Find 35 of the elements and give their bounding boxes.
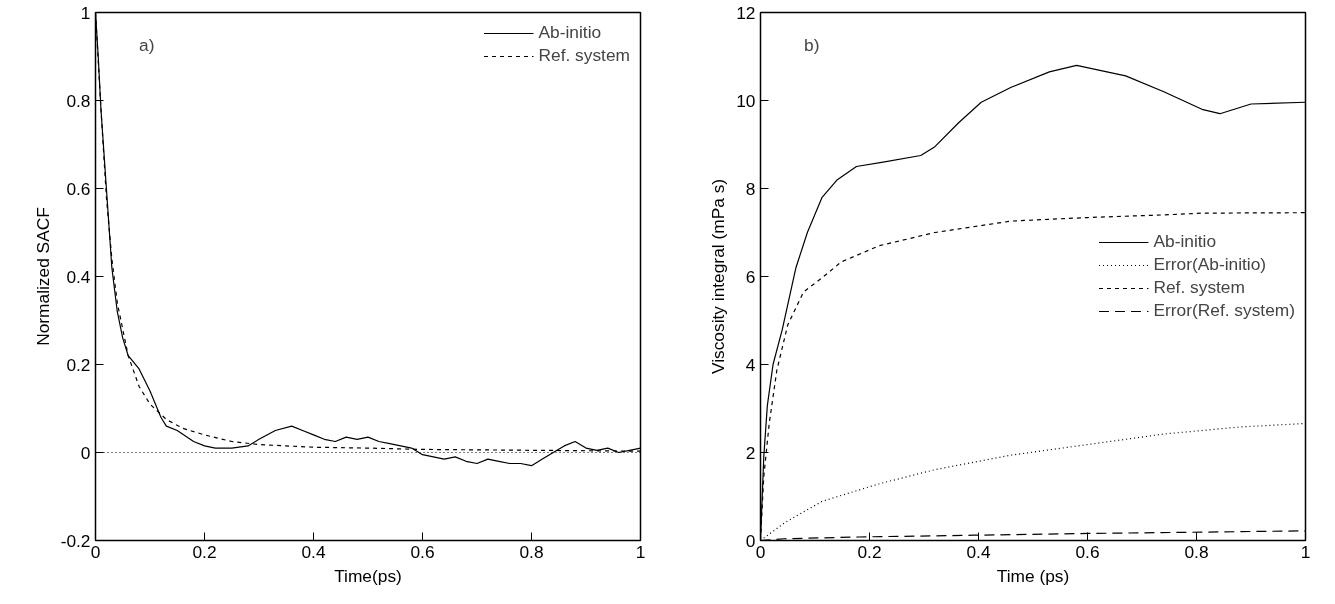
legend-label: Ref. system (538, 45, 630, 66)
y-tick-label: 4 (745, 354, 756, 375)
x-tick-label: 0.4 (301, 541, 326, 562)
x-tick-label: 0.6 (410, 541, 435, 562)
y-tick-label: 2 (745, 442, 756, 463)
y-tick-label: 8 (745, 178, 756, 199)
y-tick-label: 0.4 (66, 266, 91, 287)
x-tick-label: 0.8 (519, 541, 544, 562)
y-tick-label: 10 (736, 90, 756, 111)
x-tick-label: 0.2 (857, 541, 882, 562)
x-tick-label: 0.6 (1075, 541, 1100, 562)
legend-label: Ab-initio (1153, 231, 1217, 252)
x-tick-label: 0.2 (192, 541, 217, 562)
y-tick-label: 6 (745, 266, 756, 287)
y-tick-label: 0.2 (66, 354, 91, 375)
y-tick-label: 12 (736, 2, 756, 23)
y-tick-label: -0.2 (60, 530, 91, 551)
x-tick-label: 0.4 (966, 541, 991, 562)
y-tick-label: 1 (80, 2, 91, 23)
x-axis-title: Time(ps) (334, 565, 402, 586)
legend-label: Ab-initio (538, 22, 602, 43)
y-axis-title: Normalized SACF (32, 207, 53, 346)
x-tick-label: 1 (1300, 541, 1311, 562)
legend-label: Error(Ref. system) (1153, 300, 1295, 321)
x-tick-label: 0.8 (1184, 541, 1209, 562)
x-axis-title: Time (ps) (996, 565, 1070, 586)
y-axis-title: Viscosity integral (mPa s) (708, 178, 729, 375)
legend-label: Error(Ab-initio) (1153, 254, 1267, 275)
annotation: a) (139, 34, 155, 55)
annotation: b) (804, 34, 820, 55)
legend-label: Ref. system (1153, 277, 1245, 298)
y-tick-label: 0 (80, 442, 91, 463)
y-tick-label: 0.8 (66, 90, 91, 111)
x-tick-label: 1 (635, 541, 646, 562)
y-tick-label: 0.6 (66, 178, 91, 199)
